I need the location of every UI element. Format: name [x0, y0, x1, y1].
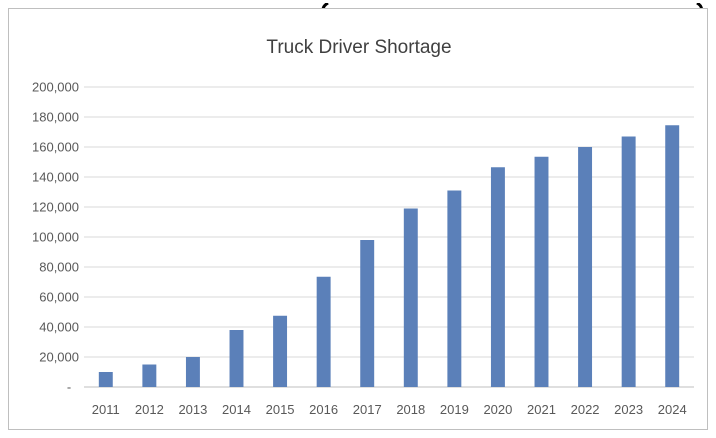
bar-2019: [447, 190, 462, 387]
y-axis-tick-labels: - 20,000 40,000 60,000 80,000 100,000 120,000 1…: [32, 80, 79, 395]
x-tick-label: 2012: [135, 402, 164, 417]
chart-frame: Truck Driver Shortage - 20,000 40,000 60,00…: [8, 8, 708, 430]
bars: [98, 125, 680, 387]
x-tick-label: 2014: [222, 402, 251, 417]
x-tick-label: 2016: [309, 402, 338, 417]
bar-2023: [621, 136, 636, 387]
bar-chart: Truck Driver Shortage - 20,000 40,000 60,00…: [32, 37, 694, 417]
x-tick-label: 2015: [266, 402, 295, 417]
y-tick-label: 140,000: [32, 170, 79, 185]
bar-2017: [360, 240, 375, 387]
y-tick-label: -: [67, 380, 71, 395]
cropped-heading-fragment: [0, 0, 716, 10]
x-tick-label: 2020: [483, 402, 512, 417]
y-tick-label: 20,000: [39, 350, 79, 365]
y-tick-label: 200,000: [32, 80, 79, 95]
x-tick-label: 2017: [353, 402, 382, 417]
bar-2014: [229, 330, 244, 387]
bar-2021: [534, 156, 549, 387]
cropped-heading-glyphs: [321, 1, 703, 10]
x-tick-label: 2024: [658, 402, 687, 417]
y-tick-label: 60,000: [39, 290, 79, 305]
y-tick-label: 80,000: [39, 260, 79, 275]
y-tick-label: 40,000: [39, 320, 79, 335]
bar-2020: [490, 167, 505, 387]
x-tick-label: 2011: [92, 402, 120, 417]
bar-2015: [273, 315, 288, 387]
y-tick-label: 120,000: [32, 200, 79, 215]
bar-2011: [98, 372, 113, 387]
bar-2024: [665, 125, 680, 387]
x-tick-label: 2022: [571, 402, 600, 417]
gridlines: [84, 86, 694, 388]
x-tick-label: 2021: [527, 402, 556, 417]
x-tick-label: 2018: [396, 402, 425, 417]
bar-2018: [403, 208, 418, 387]
bar-2012: [142, 364, 157, 387]
bar-2022: [578, 147, 593, 387]
bar-2016: [316, 276, 331, 387]
y-tick-label: 160,000: [32, 140, 79, 155]
x-tick-label: 2013: [178, 402, 207, 417]
bar-2013: [185, 357, 200, 387]
y-tick-label: 180,000: [32, 110, 79, 125]
x-axis-tick-labels: 2011 2012 2013 2014 2015 2016 2017 2018 2019 2020…: [92, 402, 687, 417]
x-tick-label: 2019: [440, 402, 469, 417]
x-tick-label: 2023: [614, 402, 643, 417]
y-tick-label: 100,000: [32, 230, 79, 245]
chart-title: Truck Driver Shortage: [266, 37, 451, 58]
